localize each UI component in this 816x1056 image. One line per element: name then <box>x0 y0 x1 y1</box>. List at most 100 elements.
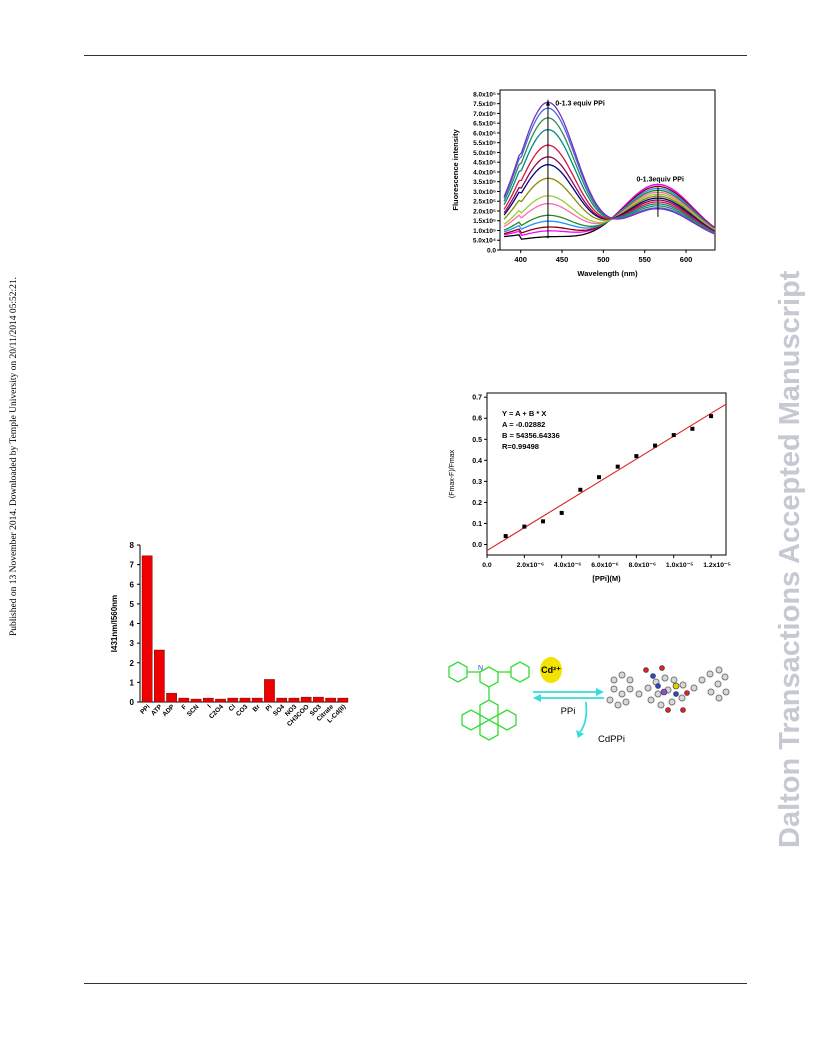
y-tick-label: 0.5 <box>472 437 482 444</box>
release-arrowhead <box>576 730 584 738</box>
y-tick-label: 5.0x10⁵ <box>473 150 496 157</box>
y-tick-label: 1.5x10⁵ <box>473 218 496 225</box>
y-tick-label: 0.0 <box>472 542 482 549</box>
ppi-label: PPi <box>561 706 576 717</box>
y-tick-label: 5.5x10⁵ <box>473 140 496 147</box>
data-point <box>541 519 546 524</box>
fit-equation-line: Y = A + B * X <box>502 409 546 418</box>
bar <box>276 697 288 703</box>
crystal-structure <box>606 666 730 709</box>
category-label: CO3 <box>235 703 250 718</box>
category-label: I <box>206 703 212 709</box>
data-point <box>578 487 583 492</box>
data-point <box>653 443 658 448</box>
published-text: Published on 13 November 2014. Downloade… <box>9 277 19 636</box>
data-point <box>597 475 602 480</box>
category-label: SO4 <box>272 703 286 717</box>
release-arrow <box>579 701 588 733</box>
y-tick-label: 2.0x10⁵ <box>473 208 496 215</box>
plot-frame <box>486 392 727 556</box>
bar <box>313 696 324 703</box>
y-tick-label: 7 <box>130 561 135 570</box>
annotation-peak1: 0-1.3 equiv PPi <box>555 101 604 108</box>
y-tick-label: 3 <box>130 639 135 648</box>
y-tick-label: 1 <box>130 678 135 687</box>
bar <box>325 697 336 703</box>
cadmium-ion-label: Cd²⁺ <box>541 665 561 675</box>
fit-equation-line: B = 54356.64336 <box>502 431 560 440</box>
x-tick-label: 400 <box>514 255 527 264</box>
bar <box>337 697 349 703</box>
y-tick-label: 6.5x10⁵ <box>473 121 496 128</box>
y-tick-label: 2 <box>130 659 135 668</box>
y-tick-label: 3.0x10⁵ <box>473 189 496 196</box>
category-label: F <box>180 703 188 711</box>
bar <box>154 649 165 703</box>
x-tick-label: 8.0x10⁻⁶ <box>629 562 657 569</box>
y-tick-label: 8 <box>130 541 135 550</box>
linear-fit-chart: 0.7 0.6 0.5 0.4 0.3 0.2 0.1 0.0 0.0 2.0x10⁻⁶ 4.0x1… <box>449 392 731 583</box>
bar <box>251 697 263 703</box>
spectrum-series-line <box>503 193 716 231</box>
x-tick-label: 500 <box>597 255 610 264</box>
data-point <box>503 534 508 539</box>
y-tick-label: 5.0x10⁴ <box>473 238 496 245</box>
y-tick-label: 4 <box>130 620 135 629</box>
footer-rule <box>84 983 747 984</box>
y-tick-label: 2.5x10⁵ <box>473 199 496 206</box>
y-tick-label: 4.0x10⁵ <box>473 169 496 176</box>
y-tick-label: 7.0x10⁵ <box>473 111 496 118</box>
data-point <box>671 433 676 438</box>
plot-frame <box>499 89 716 251</box>
y-tick-label: 8.0x10⁵ <box>473 91 496 98</box>
bar <box>202 697 214 703</box>
bar <box>190 698 202 703</box>
header-rule <box>84 55 747 56</box>
y-tick-label: 7.5x10⁵ <box>473 101 496 108</box>
bar <box>141 555 153 703</box>
data-point <box>690 426 695 431</box>
fit-equation-line: R=0.99498 <box>502 442 539 451</box>
spectrum-series-line <box>503 144 716 233</box>
y-axis-label: I431nm/I560nm <box>110 595 119 652</box>
bar <box>288 697 300 703</box>
y-tick-label: 0.1 <box>472 521 482 528</box>
x-axis-label: Wavelength (nm) <box>577 269 638 278</box>
bar <box>227 697 239 703</box>
category-label: Cl <box>228 703 238 713</box>
equilibrium-arrows <box>533 688 604 702</box>
y-tick-label: 4.5x10⁵ <box>473 160 496 167</box>
y-tick-label: 0.3 <box>472 479 482 486</box>
x-axis-label: [PPi](M) <box>592 574 621 583</box>
y-tick-label: 0 <box>130 698 135 707</box>
y-tick-label: 0.4 <box>472 458 482 465</box>
bar <box>215 698 226 703</box>
x-tick-label: 1.0x10⁻⁵ <box>666 562 694 569</box>
y-tick-label: 6 <box>130 580 135 589</box>
y-axis-label: Fluorescence intensity <box>451 129 460 211</box>
spectrum-series-line <box>503 101 716 235</box>
bar <box>166 692 177 703</box>
category-label: Br <box>252 703 262 713</box>
category-label: ADP <box>161 703 176 718</box>
x-tick-label: 6.0x10⁻⁶ <box>591 562 619 569</box>
bar <box>178 697 190 703</box>
bar <box>264 679 275 703</box>
cdppi-label: CdPPi <box>598 734 625 745</box>
category-label: Pi <box>265 703 274 712</box>
peak1-arrowhead <box>545 99 550 106</box>
fit-equation-line: A = -0.02882 <box>502 420 545 429</box>
y-tick-label: 5 <box>130 600 135 609</box>
category-label: PPi <box>139 703 151 715</box>
y-tick-label: 0.6 <box>472 416 482 423</box>
binding-scheme: N Cd²⁺ PPi CdPPi <box>448 657 730 745</box>
ligand-structure <box>448 661 530 741</box>
bar <box>239 697 251 703</box>
x-tick-label: 4.0x10⁻⁶ <box>554 562 582 569</box>
x-tick-label: 1.2x10⁻⁵ <box>703 562 731 569</box>
y-tick-label: 0.7 <box>472 395 482 402</box>
x-tick-label: 450 <box>556 255 569 264</box>
category-label: C2O4 <box>208 703 225 720</box>
data-point <box>559 510 564 515</box>
